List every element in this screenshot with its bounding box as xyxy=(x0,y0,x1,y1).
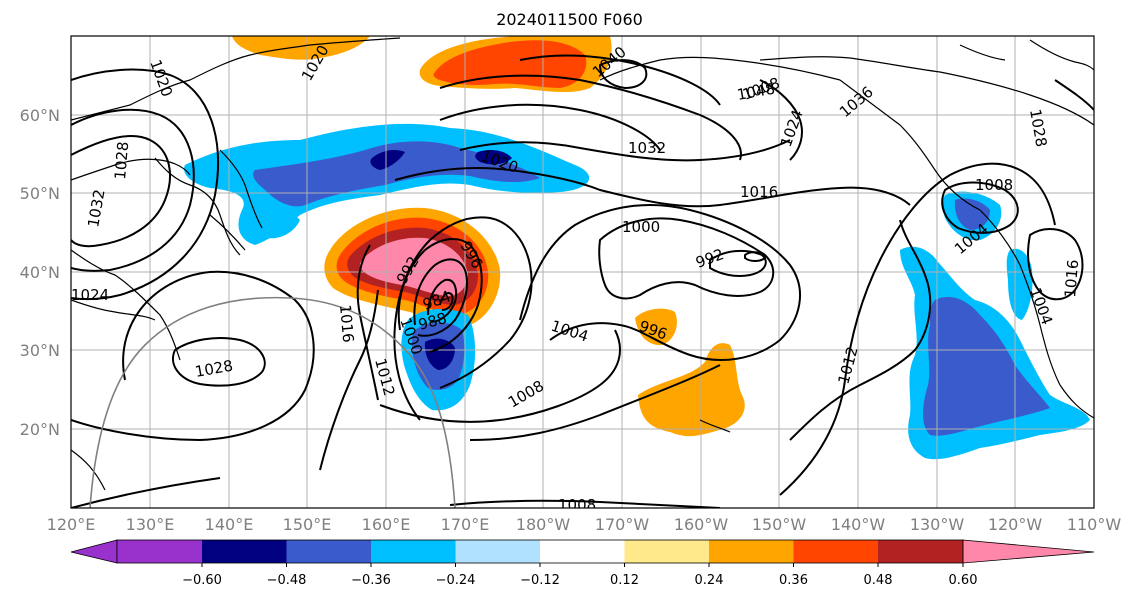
great-circle-arc xyxy=(89,296,456,508)
lon-label: 140°E xyxy=(205,515,254,534)
colorbar-bin xyxy=(202,540,287,563)
colorbar-bin xyxy=(286,540,371,563)
colorbar-tick-label: −0.12 xyxy=(520,573,560,588)
longitude-labels: 120°E 130°E 140°E 150°E 160°E 170°E 180°… xyxy=(47,515,1122,534)
colorbar: −0.60 −0.48 −0.36 −0.24 −0.12 0.12 0.24 … xyxy=(70,539,1095,588)
isobars xyxy=(71,54,1094,508)
colorbar-tick-label: −0.36 xyxy=(351,573,391,588)
lon-label: 150°W xyxy=(752,515,807,534)
isobar-label: 1016 xyxy=(740,183,778,201)
lon-label: 130°E xyxy=(126,515,175,534)
lon-label: 150°E xyxy=(283,515,332,534)
coastlines xyxy=(71,37,1094,491)
map-title: 2024011500 F060 xyxy=(496,10,643,29)
lon-label: 110°W xyxy=(1067,515,1122,534)
positive-anomaly-region xyxy=(232,36,370,60)
positive-anomaly-region xyxy=(635,308,677,346)
isobar-label: 1000 xyxy=(622,218,660,236)
colorbar-tick-label: 0.48 xyxy=(864,573,893,588)
colorbar-tick-label: 0.12 xyxy=(610,573,639,588)
latitude-labels: 60°N 50°N 40°N 30°N 20°N xyxy=(20,106,60,439)
colorbar-max-extension xyxy=(962,539,1095,564)
colorbar-bin xyxy=(117,540,202,563)
negative-anomaly-peak xyxy=(370,150,405,170)
colorbar-tick-label: −0.24 xyxy=(436,573,476,588)
colorbar-bin xyxy=(371,540,456,563)
lon-label: 140°W xyxy=(831,515,886,534)
lat-label: 20°N xyxy=(20,420,60,439)
lon-label: 160°E xyxy=(362,515,411,534)
negative-anomaly-core xyxy=(954,198,990,230)
negative-anomaly-region xyxy=(1006,248,1033,320)
lon-label: 120°W xyxy=(988,515,1043,534)
negative-anomaly-peak xyxy=(424,338,455,370)
colorbar-tick-label: −0.48 xyxy=(267,573,307,588)
colorbar-min-extension xyxy=(70,539,118,564)
lon-label: 170°E xyxy=(441,515,490,534)
lon-label: 160°W xyxy=(674,515,729,534)
colorbar-bin xyxy=(709,540,794,563)
isobar-label: 1028 xyxy=(111,141,132,181)
isobar-label: 1016 xyxy=(1061,259,1082,299)
isobar-label: 1008 xyxy=(975,176,1013,194)
negative-anomaly-core xyxy=(923,296,1050,436)
map-frame xyxy=(70,35,1095,509)
negative-anomaly-peak xyxy=(475,150,512,165)
map-plot-area: 1020 1020 1028 1032 1024 1028 1016 1012 … xyxy=(71,36,1094,514)
lon-label: 130°W xyxy=(910,515,965,534)
negative-anomaly-region xyxy=(256,208,300,239)
negative-anomaly-core xyxy=(253,141,540,207)
colorbar-tick-label: 0.24 xyxy=(695,573,724,588)
isobar-label: 1016 xyxy=(336,304,357,344)
lon-label: 180°W xyxy=(516,515,571,534)
lat-label: 60°N xyxy=(20,106,60,125)
colorbar-tick-label: 0.60 xyxy=(949,573,978,588)
lat-label: 50°N xyxy=(20,184,60,203)
isobar-label: 1024 xyxy=(71,286,109,304)
colorbar-bin xyxy=(455,540,540,563)
isobar-label: 1032 xyxy=(628,139,666,157)
lon-label: 120°E xyxy=(47,515,96,534)
colorbar-tick-label: 0.36 xyxy=(779,573,808,588)
colorbar-bin xyxy=(793,540,878,563)
colorbar-bin xyxy=(540,540,625,563)
lat-label: 40°N xyxy=(20,263,60,282)
colorbar-bin xyxy=(878,540,963,563)
colorbar-bin xyxy=(624,540,709,563)
lon-label: 170°W xyxy=(595,515,650,534)
isobar-label: 1008 xyxy=(558,496,596,514)
colorbar-tick-label: −0.60 xyxy=(182,573,222,588)
lat-label: 30°N xyxy=(20,341,60,360)
